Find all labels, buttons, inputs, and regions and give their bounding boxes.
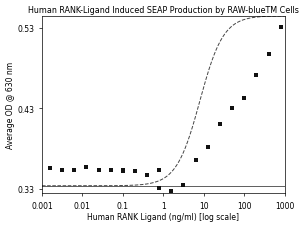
Point <box>72 168 76 172</box>
Point <box>157 187 161 190</box>
Point <box>278 26 283 30</box>
Point <box>144 174 149 177</box>
Point <box>157 169 161 173</box>
Point <box>72 168 76 172</box>
Point <box>60 168 64 172</box>
Point <box>181 183 186 187</box>
Point <box>230 106 235 110</box>
Point <box>206 146 210 149</box>
Point <box>121 168 125 172</box>
Point <box>193 158 198 162</box>
Y-axis label: Average OD @ 630 nm: Average OD @ 630 nm <box>6 62 15 148</box>
X-axis label: Human RANK Ligand (ng/ml) [log scale]: Human RANK Ligand (ng/ml) [log scale] <box>87 212 239 222</box>
Point <box>218 122 222 126</box>
Point <box>242 97 247 100</box>
Point <box>266 52 271 56</box>
Point <box>169 189 174 192</box>
Point <box>108 168 113 172</box>
Point <box>96 168 101 172</box>
Point <box>84 166 89 169</box>
Point <box>121 170 125 173</box>
Point <box>254 74 259 78</box>
Title: Human RANK-Ligand Induced SEAP Production by RAW-blueTM Cells: Human RANK-Ligand Induced SEAP Productio… <box>28 5 299 15</box>
Point <box>47 166 52 170</box>
Point <box>133 170 137 173</box>
